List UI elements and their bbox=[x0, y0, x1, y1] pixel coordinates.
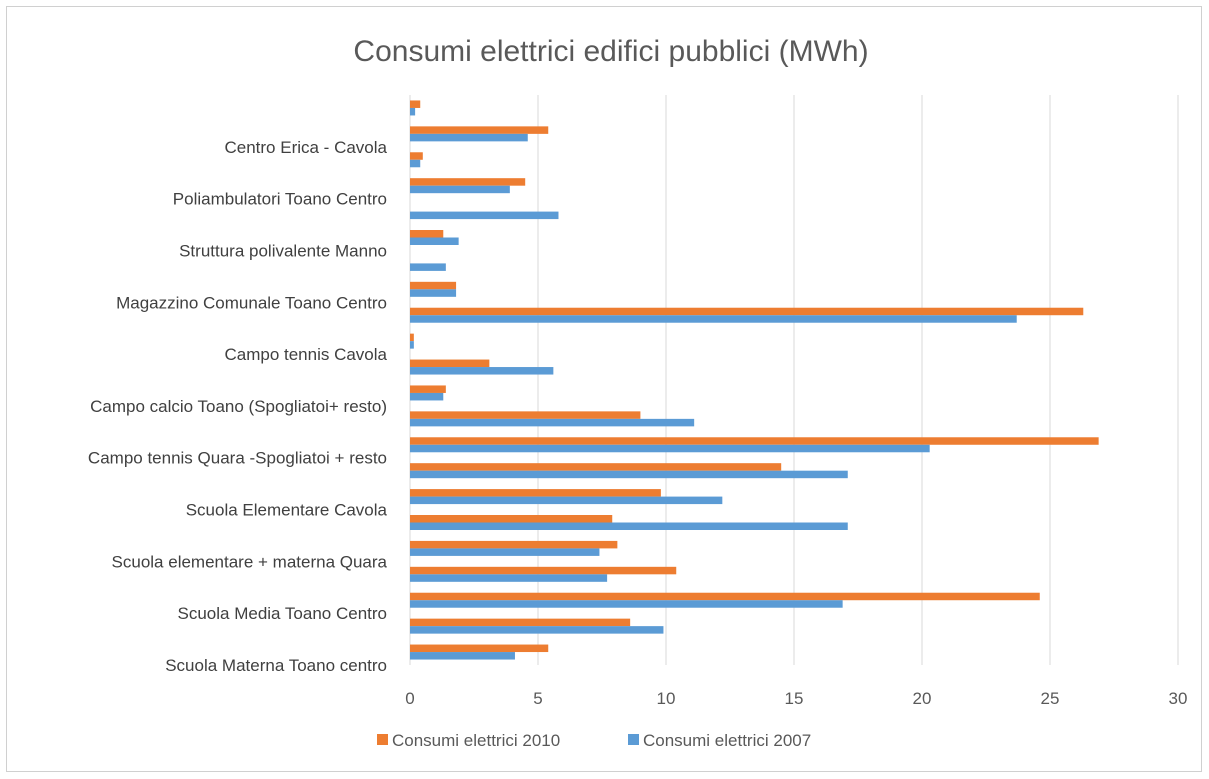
bar bbox=[410, 133, 528, 142]
bar bbox=[410, 522, 848, 530]
bar bbox=[410, 489, 661, 497]
category-label: Poliambulatori Toano Centro bbox=[173, 190, 387, 209]
bar bbox=[410, 211, 559, 220]
bar bbox=[410, 548, 600, 556]
legend: Consumi elettrici 2010 Consumi elettrici … bbox=[377, 731, 811, 750]
bar bbox=[410, 237, 459, 245]
bar bbox=[410, 463, 782, 471]
grid-layer bbox=[409, 95, 1179, 665]
bar bbox=[410, 281, 457, 290]
bar bbox=[410, 185, 510, 194]
bar bbox=[410, 263, 446, 271]
chart-title: Consumi elettrici edifici pubblici (MWh) bbox=[353, 35, 868, 68]
category-label: Scuola Elementare Cavola bbox=[186, 501, 388, 520]
bar bbox=[410, 411, 641, 419]
category-label: Campo tennis Cavola bbox=[224, 345, 387, 364]
bar bbox=[410, 100, 421, 108]
bar bbox=[410, 315, 1017, 323]
bar bbox=[410, 618, 631, 627]
category-label: Scuola elementare + materna Quara bbox=[112, 552, 388, 571]
bar bbox=[410, 289, 457, 297]
bar bbox=[410, 359, 490, 368]
bar bbox=[410, 470, 848, 479]
category-label: Scuola Media Toano Centro bbox=[178, 604, 388, 623]
legend-label: Consumi elettrici 2007 bbox=[643, 731, 811, 750]
x-tick-label: 5 bbox=[533, 689, 542, 708]
bar bbox=[410, 600, 843, 608]
legend-label: Consumi elettrici 2010 bbox=[392, 731, 560, 750]
bar bbox=[410, 644, 549, 653]
bars-layer bbox=[410, 100, 1099, 660]
bar bbox=[410, 159, 421, 168]
bar bbox=[410, 566, 677, 575]
category-label: Struttura polivalente Manno bbox=[179, 241, 387, 260]
category-label: Magazzino Comunale Toano Centro bbox=[116, 293, 387, 312]
bar bbox=[410, 385, 446, 393]
bar bbox=[410, 307, 1084, 316]
category-label: Campo tennis Quara -Spogliatoi + resto bbox=[88, 449, 387, 468]
bar bbox=[410, 444, 930, 453]
bar bbox=[410, 107, 416, 116]
bar bbox=[410, 152, 423, 160]
x-tick-label: 25 bbox=[1041, 689, 1060, 708]
legend-swatch bbox=[377, 734, 388, 745]
bar bbox=[410, 341, 414, 349]
bar bbox=[410, 230, 444, 238]
category-label: Centro Erica - Cavola bbox=[224, 138, 387, 157]
bar bbox=[410, 126, 549, 134]
bar bbox=[410, 515, 613, 523]
x-tick-labels: 0 5 10 15 20 25 30 bbox=[405, 689, 1187, 708]
bar bbox=[410, 178, 526, 186]
bar bbox=[410, 592, 1040, 601]
x-tick-label: 30 bbox=[1169, 689, 1188, 708]
bar bbox=[410, 437, 1099, 445]
chart-svg: Consumi elettrici edifici pubblici (MWh)… bbox=[88, 35, 1188, 750]
bar bbox=[410, 626, 664, 634]
bar bbox=[410, 652, 515, 660]
category-labels: Scuola Materna Toano centro Scuola Media … bbox=[88, 138, 388, 675]
bar bbox=[410, 333, 414, 342]
x-tick-label: 10 bbox=[657, 689, 676, 708]
bar bbox=[410, 367, 554, 375]
x-tick-label: 20 bbox=[913, 689, 932, 708]
bar bbox=[410, 496, 723, 505]
x-tick-label: 15 bbox=[785, 689, 804, 708]
bar bbox=[410, 540, 618, 549]
bar bbox=[410, 418, 695, 427]
bar bbox=[410, 574, 608, 582]
x-tick-label: 0 bbox=[405, 689, 414, 708]
category-label: Scuola Materna Toano centro bbox=[165, 656, 387, 675]
category-label: Campo calcio Toano (Spogliatoi+ resto) bbox=[90, 397, 387, 416]
bar bbox=[410, 392, 444, 401]
legend-swatch bbox=[628, 734, 639, 745]
chart-frame: Consumi elettrici edifici pubblici (MWh)… bbox=[6, 6, 1202, 772]
